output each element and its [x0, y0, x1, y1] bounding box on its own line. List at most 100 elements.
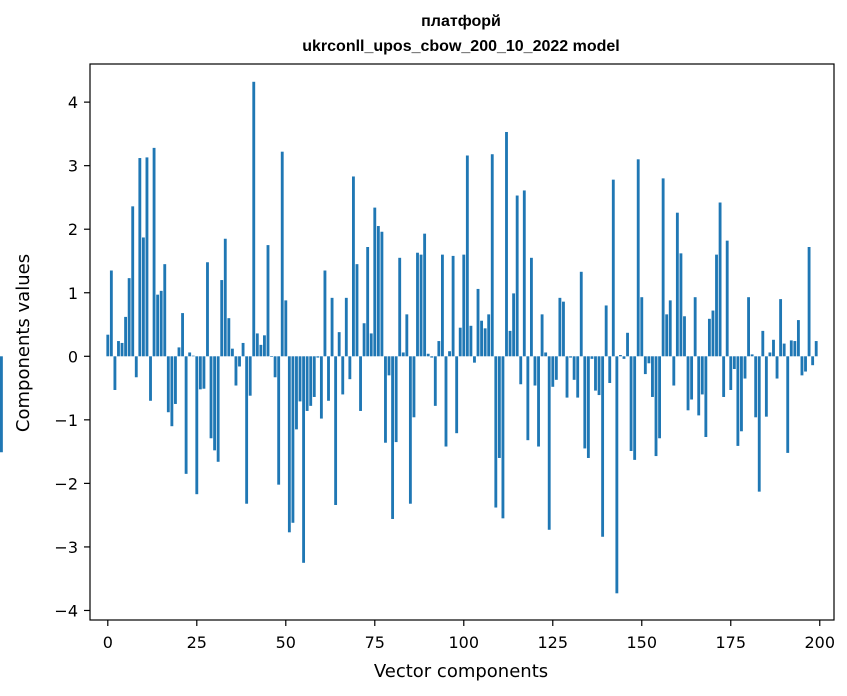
bar-189	[779, 299, 783, 357]
chart-title-line-1: платфорй	[421, 13, 501, 30]
y-tick-label: 0	[68, 347, 78, 366]
bar-149	[636, 159, 640, 357]
bar-60	[319, 356, 323, 419]
bar-51	[287, 356, 291, 533]
bar-154	[654, 356, 658, 457]
bar-120	[533, 356, 537, 386]
bar-44	[263, 335, 266, 357]
bar-181	[750, 354, 754, 357]
bar-160	[675, 212, 679, 357]
bar-3	[117, 341, 120, 357]
chart-title-line-2: ukrconll_upos_cbow_200_10_2022 model	[302, 38, 619, 55]
bar-13	[152, 147, 156, 357]
bar-177	[736, 356, 740, 446]
bar-167	[700, 356, 704, 395]
bar-136	[590, 356, 594, 359]
bar-84	[405, 314, 409, 357]
bar-29	[209, 356, 213, 439]
bar-38	[241, 342, 245, 357]
bar-116	[519, 356, 523, 385]
x-tick-label: 50	[276, 633, 296, 652]
bar-140	[604, 305, 608, 357]
bar-72	[362, 323, 366, 357]
bar-99	[458, 327, 462, 357]
bar-11	[145, 157, 149, 357]
bar-6	[127, 278, 131, 357]
bar-127	[558, 297, 562, 357]
bar-14	[156, 294, 160, 357]
bar-105	[480, 320, 484, 357]
bar-119	[529, 257, 533, 357]
bar-115	[515, 195, 519, 357]
bar-141	[608, 356, 612, 383]
bar-75	[373, 207, 377, 357]
bar-118	[526, 356, 530, 441]
bar-80	[391, 356, 395, 519]
bar-63	[330, 297, 334, 357]
bar-19	[174, 356, 177, 404]
bar-86	[412, 356, 416, 418]
bar-131	[572, 356, 576, 380]
y-tick-label: −3	[54, 538, 78, 557]
y-tick-label: −1	[54, 411, 78, 430]
bar-30	[213, 356, 217, 451]
bar-4	[120, 342, 124, 357]
bar-88	[419, 254, 423, 357]
bar-8	[134, 356, 138, 378]
bar-196	[804, 356, 807, 372]
bar-18	[170, 356, 174, 427]
bar-43	[259, 344, 263, 357]
bar-7	[131, 206, 135, 357]
bar-34	[227, 318, 231, 357]
bar-169	[707, 318, 711, 357]
bar-135	[586, 356, 590, 458]
bar-137	[594, 356, 597, 391]
bar-182	[754, 356, 758, 418]
bar-170	[711, 310, 715, 357]
bar-45	[266, 245, 270, 357]
bar-56	[305, 356, 309, 411]
bar-147	[629, 356, 633, 451]
bar-132	[576, 356, 580, 398]
bar-145	[622, 356, 626, 359]
bar-184	[761, 330, 765, 357]
bar-31	[216, 356, 220, 462]
y-axis-label: Components values	[13, 254, 34, 432]
bar-58	[312, 356, 316, 397]
bar-9	[138, 158, 142, 357]
bar-76	[376, 226, 380, 357]
bar-142	[611, 179, 615, 357]
bar-65	[337, 332, 341, 357]
bar-40	[248, 356, 252, 396]
bar-54	[298, 356, 302, 402]
bar-179	[743, 356, 747, 379]
bar-156	[661, 178, 665, 357]
bar-10	[141, 237, 145, 357]
bar-130	[569, 356, 572, 358]
bar-96	[448, 351, 451, 357]
bar-107	[487, 314, 491, 357]
bar-68	[348, 356, 352, 380]
bar-85	[408, 356, 412, 504]
bar-52	[291, 356, 295, 523]
bar-12	[149, 356, 152, 401]
bar-98	[455, 356, 459, 434]
bar-42	[255, 333, 259, 357]
bar-161	[679, 253, 683, 357]
x-tick-label: 100	[449, 633, 480, 652]
bar-157	[665, 314, 669, 357]
bar-114	[512, 293, 516, 357]
y-tick-label: −4	[54, 601, 78, 620]
bar-125	[551, 356, 555, 387]
bar-66	[341, 356, 345, 395]
bar-series	[0, 81, 818, 594]
bar-95	[444, 356, 448, 447]
bar-39	[245, 356, 249, 504]
bar-26	[198, 356, 202, 390]
bar-103	[473, 356, 476, 363]
x-tick-label: 25	[187, 633, 207, 652]
bar-67	[344, 297, 348, 357]
bar-126	[554, 356, 558, 380]
bar-171	[715, 254, 718, 357]
